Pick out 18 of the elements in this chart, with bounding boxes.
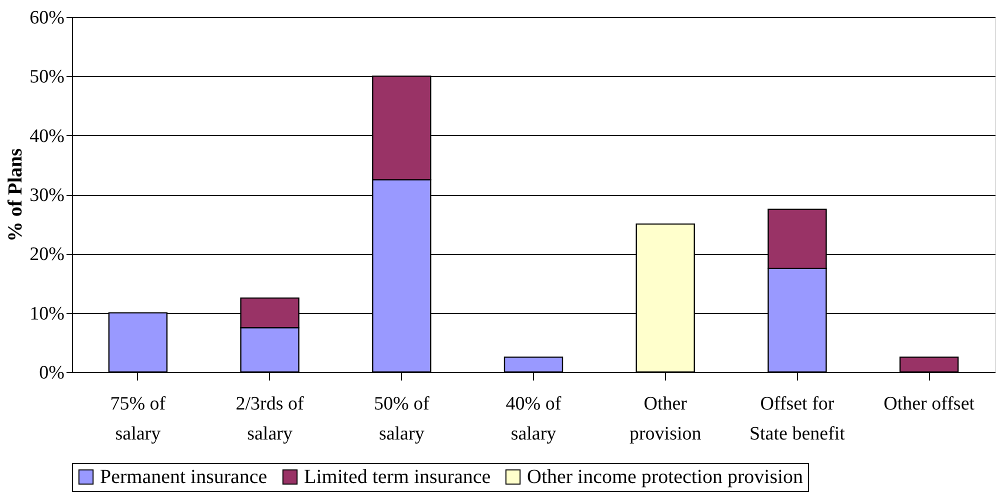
y-tick-label: 40% xyxy=(30,126,65,147)
legend-label: Permanent insurance xyxy=(100,466,268,488)
y-tick-label: 50% xyxy=(30,66,65,88)
y-tick-label: 30% xyxy=(30,185,65,206)
legend-label: Limited term insurance xyxy=(304,466,491,488)
x-tick-label: Other provision xyxy=(629,394,702,444)
x-tick-label: 40% of salary xyxy=(506,394,562,444)
x-tick-label: Offset for State benefit xyxy=(749,394,846,444)
y-tick-label: 0% xyxy=(39,362,65,384)
x-tick-label: 75% of salary xyxy=(110,394,166,444)
x-tick-label: 2/3rds of salary xyxy=(236,394,304,444)
y-tick-label: 20% xyxy=(30,244,65,266)
y-tick-label: 60% xyxy=(30,8,65,28)
x-tick-label: 50% of salary xyxy=(374,394,430,444)
legend-label: Other income protection provision xyxy=(527,466,804,488)
x-tick-label: Other offset xyxy=(884,394,976,414)
y-axis-title: % of Plans xyxy=(4,148,27,242)
y-tick-label: 10% xyxy=(30,303,65,324)
